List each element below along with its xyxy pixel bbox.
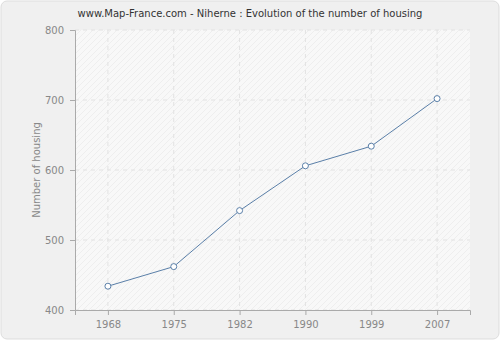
- tick-mark: [305, 310, 306, 315]
- grid-line: [239, 30, 240, 310]
- y-axis-title: Number of housing: [31, 122, 42, 218]
- tick-mark: [70, 170, 75, 171]
- marker: [105, 283, 111, 289]
- tick: 600: [45, 165, 75, 176]
- tick: 1968: [96, 310, 121, 330]
- tick-label: 1990: [293, 319, 318, 330]
- tick-label: 1999: [359, 319, 384, 330]
- chart: www.Map-France.com - Niherne : Evolution…: [0, 0, 500, 340]
- grid-line: [371, 30, 372, 310]
- tick-label: 1975: [162, 319, 187, 330]
- tick: 1990: [293, 310, 318, 330]
- tick: 400: [45, 305, 75, 316]
- tick: 2007: [425, 310, 450, 330]
- tick-mark: [240, 310, 241, 315]
- grid-line: [437, 30, 438, 310]
- marker: [237, 208, 243, 214]
- tick-label: 700: [45, 95, 64, 106]
- grid: [75, 30, 470, 310]
- tick-mark: [174, 310, 175, 315]
- tick: 700: [45, 95, 75, 106]
- grid-line: [75, 100, 470, 101]
- tick: 500: [45, 235, 75, 246]
- tick-mark: [70, 240, 75, 241]
- grid-line: [75, 240, 470, 241]
- tick-mark: [70, 30, 75, 31]
- tick-label: 500: [45, 235, 64, 246]
- tick: 1982: [227, 310, 252, 330]
- grid-line: [305, 30, 306, 310]
- tick-label: 800: [45, 25, 64, 36]
- grid-line: [75, 170, 470, 171]
- title: www.Map-France.com - Niherne : Evolution…: [78, 8, 423, 19]
- tick-mark: [108, 310, 109, 315]
- tick-mark: [70, 310, 75, 311]
- marker: [368, 143, 374, 149]
- marker: [302, 163, 308, 169]
- tick-label: 1968: [96, 319, 121, 330]
- axis-line: [76, 311, 471, 316]
- series: [105, 96, 440, 290]
- marker: [434, 96, 440, 102]
- tick-label: 1982: [227, 319, 252, 330]
- tick-label: 400: [45, 305, 64, 316]
- grid-line: [75, 30, 470, 31]
- marker: [171, 264, 177, 270]
- tick: 800: [45, 25, 75, 36]
- tick-mark: [437, 310, 438, 315]
- grid-line: [107, 30, 108, 310]
- line: [108, 99, 437, 287]
- tick-label: 600: [45, 165, 64, 176]
- tick-mark: [70, 100, 75, 101]
- background: [1, 1, 499, 339]
- y-axis: 400 500 600 700 800: [45, 25, 76, 316]
- tick: 1999: [359, 310, 384, 330]
- axis-line: [70, 31, 76, 311]
- x-axis: 1968 1975 1982 1990 1999 2007: [76, 310, 471, 330]
- plot-area: [75, 30, 470, 310]
- tick: 1975: [162, 310, 187, 330]
- tick-label: 2007: [425, 319, 450, 330]
- tick-mark: [371, 310, 372, 315]
